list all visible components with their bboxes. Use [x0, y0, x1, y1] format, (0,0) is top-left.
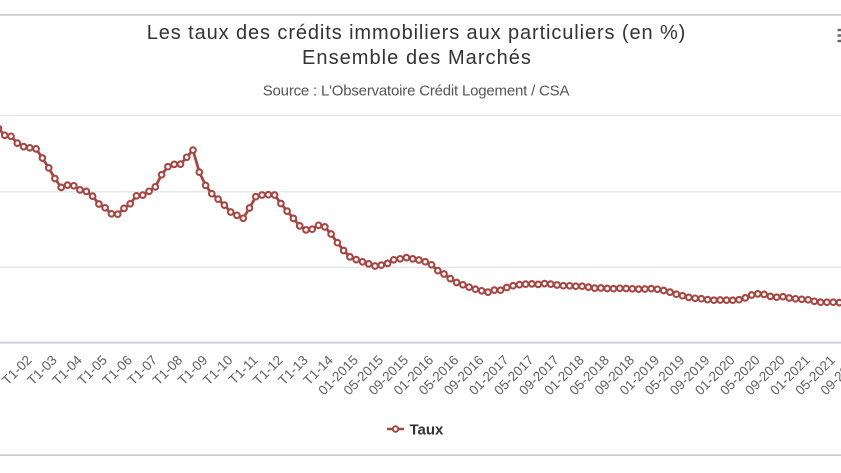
svg-text:Les taux des crédits immobilie: Les taux des crédits immobiliers aux par… [147, 22, 686, 44]
svg-text:Ensemble des Marchés: Ensemble des Marchés [302, 47, 532, 69]
svg-text:Taux: Taux [410, 422, 445, 439]
svg-text:Source : L'Observatoire Crédit: Source : L'Observatoire Crédit Logement … [263, 82, 570, 99]
